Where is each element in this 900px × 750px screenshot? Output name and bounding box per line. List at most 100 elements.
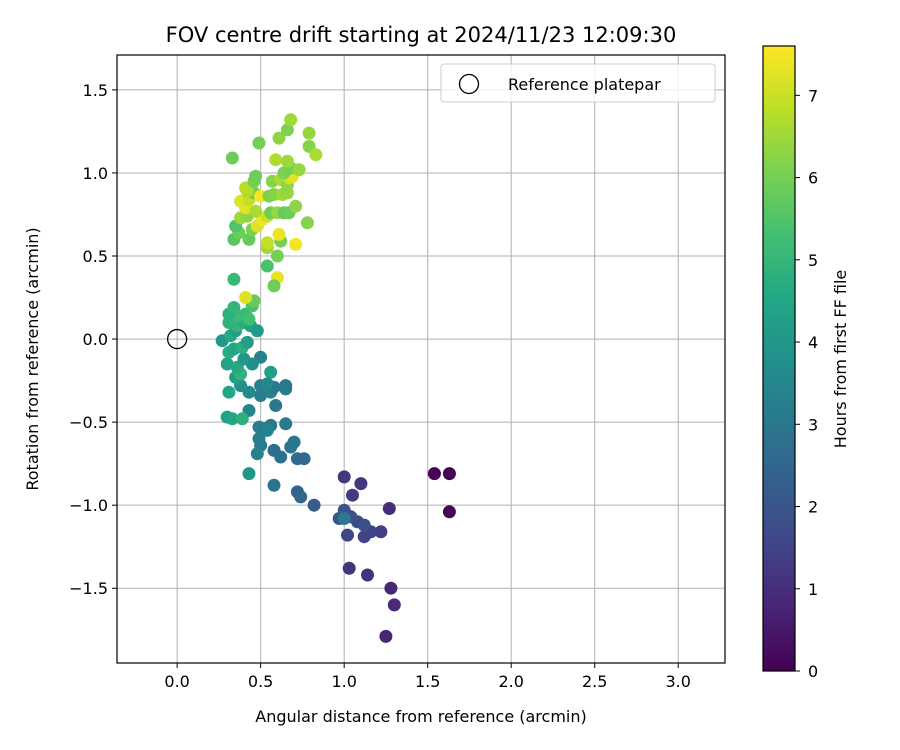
scatter-point — [387, 598, 401, 612]
scatter-point — [342, 561, 356, 575]
scatter-point — [260, 423, 274, 437]
scatter-point — [239, 291, 253, 304]
y-tick-label: 0.0 — [83, 330, 108, 349]
scatter-point — [267, 478, 281, 492]
scatter-point — [280, 123, 294, 137]
scatter-point — [235, 412, 249, 426]
colorbar-tick-label: 5 — [808, 251, 818, 270]
colorbar-tick-label: 2 — [808, 498, 818, 517]
colorbar-label: Hours from first FF file — [831, 270, 850, 449]
scatter-point — [379, 629, 393, 643]
legend-entry: Reference platepar — [508, 75, 661, 94]
y-tick-label: 0.5 — [83, 247, 108, 266]
y-tick-label: −1.0 — [69, 496, 108, 515]
colorbar-tick-label: 1 — [808, 580, 818, 599]
scatter-point — [307, 498, 321, 512]
scatter-point — [240, 335, 254, 349]
colorbar-gradient — [762, 45, 796, 672]
y-tick-label: −0.5 — [69, 413, 108, 432]
scatter-point — [249, 169, 263, 183]
colorbar: 0 1 2 3 4 5 6 7 Hours from first FF file — [762, 45, 850, 681]
scatter-point — [289, 199, 303, 213]
scatter-point — [260, 377, 274, 391]
scatter-point — [252, 136, 266, 150]
scatter-point — [242, 312, 256, 326]
scatter-point — [284, 113, 298, 127]
scatter-point — [249, 204, 263, 218]
scatter-point — [297, 452, 311, 466]
scatter-point — [272, 227, 286, 241]
legend-box — [440, 63, 716, 103]
scatter-point — [272, 131, 286, 145]
legend: Reference platepar — [440, 63, 716, 103]
scatter-point — [442, 505, 456, 519]
scatter-point — [294, 490, 308, 504]
scatter-point — [227, 272, 241, 286]
scatter-point — [361, 568, 374, 582]
scatter-point — [225, 412, 239, 426]
scatter-point — [274, 450, 288, 464]
scatter-point — [222, 385, 236, 399]
scatter-point — [242, 232, 256, 246]
scatter-point — [267, 279, 281, 293]
scatter-point — [374, 525, 388, 539]
x-tick-label: 3.0 — [666, 672, 691, 691]
y-axis-label: Rotation from reference (arcmin) — [23, 227, 42, 490]
grid — [117, 55, 725, 663]
scatter-point — [252, 432, 266, 446]
scatter-point — [354, 477, 368, 491]
colorbar-tick-label: 7 — [808, 86, 818, 105]
scatter-point — [300, 216, 314, 230]
scatter-point — [250, 447, 264, 461]
scatter-point — [384, 581, 398, 595]
scatter-point — [289, 237, 303, 251]
scatter-point — [287, 435, 301, 449]
colorbar-tick-label: 3 — [808, 415, 818, 434]
x-tick-label: 2.5 — [582, 672, 607, 691]
scatter-point — [427, 467, 441, 481]
scatter-point — [279, 417, 293, 431]
chart-title: FOV centre drift starting at 2024/11/23 … — [166, 23, 677, 47]
x-tick-label: 0.0 — [164, 672, 189, 691]
reference-point — [166, 328, 188, 350]
x-axis-label: Angular distance from reference (arcmin) — [255, 707, 586, 726]
scatter-point — [270, 249, 284, 263]
scatter-point — [279, 379, 293, 393]
scatter-point — [269, 153, 283, 167]
scatter-point — [302, 126, 316, 140]
scatter-point — [225, 151, 239, 165]
colorbar-tick-label: 4 — [808, 333, 818, 352]
reference-marker — [166, 328, 188, 350]
scatter-point — [237, 352, 251, 366]
scatter-point — [346, 488, 359, 502]
y-tick-label: 1.5 — [83, 81, 108, 100]
y-tick-label: 1.0 — [83, 164, 108, 183]
scatter-point — [227, 301, 241, 314]
scatter-point — [269, 399, 283, 412]
scatter-point — [220, 357, 234, 371]
x-tick-label: 1.0 — [331, 672, 356, 691]
scatter-point — [337, 470, 351, 484]
scatter-point — [260, 259, 274, 273]
scatter-point — [280, 154, 294, 168]
y-tick-label: −1.5 — [69, 579, 108, 598]
colorbar-ticks: 0 1 2 3 4 5 6 7 — [795, 86, 818, 681]
colorbar-tick-label: 0 — [808, 662, 818, 681]
plot-frame — [116, 54, 726, 664]
x-tick-label: 1.5 — [415, 672, 440, 691]
scatter-point — [242, 467, 256, 481]
data-points — [215, 113, 456, 643]
scatter-point — [292, 163, 306, 177]
scatter-point — [264, 365, 278, 379]
scatter-point — [260, 236, 274, 250]
scatter-point — [309, 148, 323, 162]
scatter-point — [254, 389, 268, 402]
scatter-point — [341, 528, 354, 542]
colorbar-tick-label: 6 — [808, 169, 818, 188]
x-tick-label: 0.5 — [248, 672, 273, 691]
scatter-point — [357, 518, 371, 532]
x-axis-ticks: 0.0 0.5 1.0 1.5 2.0 2.5 3.0 — [164, 663, 691, 691]
legend-marker-icon — [458, 73, 480, 95]
scatter-point — [382, 502, 396, 515]
